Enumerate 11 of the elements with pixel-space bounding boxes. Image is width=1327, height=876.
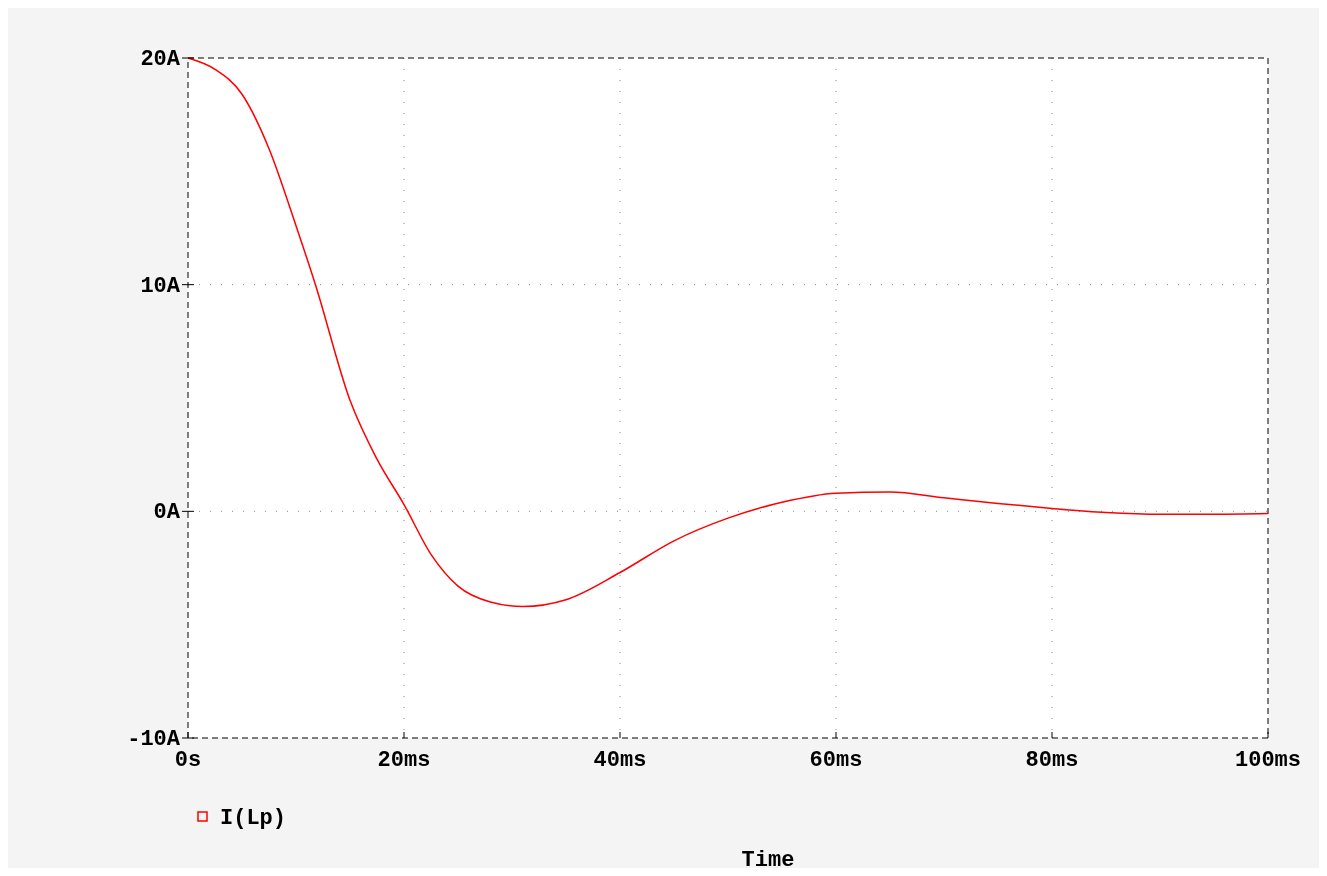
x-axis-title: Time [741, 848, 795, 873]
x-tick-label: 80ms [1025, 748, 1079, 773]
y-tick-label: 0A [153, 500, 181, 526]
legend-label: I(Lp) [220, 806, 287, 831]
x-tick-label: 40ms [593, 748, 647, 773]
line-series [187, 57, 1269, 608]
x-tick-label: 100ms [1234, 748, 1302, 773]
x-tick-label: 60ms [809, 748, 863, 773]
y-tick-label: 10A [140, 273, 181, 299]
x-tick-label: 20ms [377, 748, 431, 773]
y-tick-label: 20A [140, 47, 181, 72]
